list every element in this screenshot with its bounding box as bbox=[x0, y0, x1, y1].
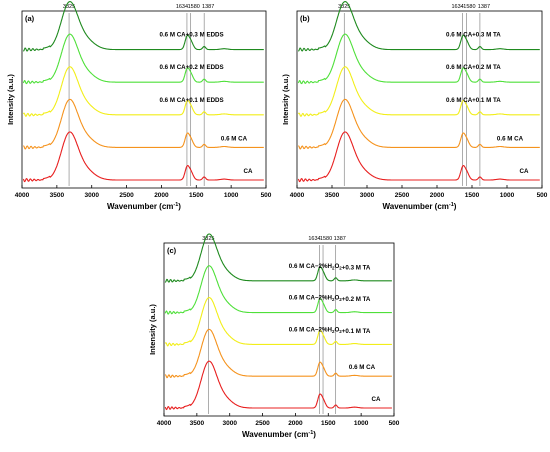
peak-label-3325: 3325 bbox=[338, 4, 350, 10]
y-axis-label: Intensity (a.u.) bbox=[6, 74, 15, 125]
peak-label-1634: 1634 bbox=[308, 236, 320, 242]
series-label-4: 0.6 M CA+0.2 M EDDS bbox=[160, 64, 224, 71]
x-tick-label: 2000 bbox=[288, 420, 303, 427]
series-label-5: 0.6 M CA+0.3 M TA bbox=[446, 32, 501, 39]
peak-label-1580: 1580 bbox=[320, 236, 332, 242]
x-tick-label: 4000 bbox=[15, 192, 30, 199]
x-tick-label: 1500 bbox=[465, 192, 480, 199]
x-tick-label: 2500 bbox=[255, 420, 270, 427]
series-label-4: 0.6 M CA+0.2 M TA bbox=[446, 64, 501, 71]
series-label-1: CA bbox=[244, 168, 253, 175]
series-label-4: 0.6 M CA−2%H2O2+0.2 M TA bbox=[289, 295, 371, 304]
series-label-2: 0.6 M CA bbox=[497, 135, 524, 142]
series-line-2 bbox=[297, 98, 540, 150]
x-tick-label: 1000 bbox=[354, 420, 369, 427]
x-tick-label: 3500 bbox=[325, 192, 340, 199]
series-line-1 bbox=[164, 360, 392, 411]
x-tick-label: 1500 bbox=[189, 192, 204, 199]
series-label-2: 0.6 M CA bbox=[221, 135, 248, 142]
series-line-5 bbox=[164, 233, 392, 283]
series-label-3: 0.6 M CA+0.1 M EDDS bbox=[160, 97, 224, 104]
series-label-3: 0.6 M CA−2%H2O2+0.1 M TA bbox=[289, 326, 371, 335]
x-tick-label: 3000 bbox=[222, 420, 237, 427]
x-tick-label: 3000 bbox=[84, 192, 99, 199]
series-line-3 bbox=[22, 66, 264, 117]
plot-frame bbox=[296, 10, 543, 189]
x-tick-label: 4000 bbox=[290, 192, 305, 199]
x-tick-label: 2000 bbox=[154, 192, 169, 199]
series-line-4 bbox=[297, 33, 540, 85]
x-axis-label: Wavenumber (cm-1) bbox=[242, 430, 316, 439]
panel-label: (a) bbox=[25, 14, 35, 23]
series-line-2 bbox=[164, 328, 392, 379]
chart-panel-a: (a) 4000 3500 3000 2500 2000 1500 1000 500 Wavenu… bbox=[6, 1, 272, 211]
x-tick-label: 500 bbox=[261, 192, 272, 199]
peak-label-1580: 1580 bbox=[188, 4, 200, 10]
x-tick-label: 2000 bbox=[430, 192, 445, 199]
peak-label-1580: 1580 bbox=[463, 4, 475, 10]
series-label-1: CA bbox=[372, 396, 381, 403]
x-tick-label: 500 bbox=[389, 420, 400, 427]
series-label-2: 0.6 M CA bbox=[349, 364, 376, 371]
x-tick-label: 1500 bbox=[321, 420, 336, 427]
plot-frame bbox=[163, 242, 395, 417]
x-axis-label: Wavenumber (cm-1) bbox=[107, 202, 181, 211]
peak-label-1387: 1387 bbox=[202, 4, 214, 10]
x-tick-label: 1000 bbox=[500, 192, 515, 199]
series-line-3 bbox=[297, 66, 540, 117]
peak-label-1387: 1387 bbox=[334, 236, 346, 242]
panel-label: (b) bbox=[300, 14, 310, 23]
peak-label-3325: 3325 bbox=[63, 4, 75, 10]
series-line-5 bbox=[297, 1, 540, 52]
x-tick-label: 500 bbox=[537, 192, 548, 199]
x-tick-label: 4000 bbox=[157, 420, 172, 427]
peak-label-3325: 3325 bbox=[202, 236, 214, 242]
x-tick-label: 3500 bbox=[190, 420, 205, 427]
y-axis-label: Intensity (a.u.) bbox=[148, 304, 157, 355]
peak-label-1634: 1634 bbox=[176, 4, 188, 10]
series-line-4 bbox=[164, 265, 392, 315]
series-label-5: 0.6 M CA+0.3 M EDDS bbox=[160, 32, 224, 39]
panel-label: (c) bbox=[167, 246, 177, 255]
chart-panel-c: (c) 4000 3500 3000 2500 2000 1500 1000 500 Wavenu… bbox=[148, 233, 400, 439]
series-label-1: CA bbox=[520, 168, 529, 175]
series-line-4 bbox=[22, 33, 264, 85]
chart-panel-b: (b) 4000 3500 3000 2500 2000 1500 1000 500 Wavenu… bbox=[281, 1, 548, 211]
x-tick-label: 3500 bbox=[50, 192, 65, 199]
x-tick-label: 2500 bbox=[119, 192, 134, 199]
series-label-5: 0.6 M CA−2%H2O2+0.3 M TA bbox=[289, 263, 371, 272]
x-tick-label: 2500 bbox=[395, 192, 410, 199]
series-line-5 bbox=[22, 1, 264, 52]
x-tick-label: 1000 bbox=[224, 192, 239, 199]
series-line-1 bbox=[22, 131, 264, 183]
series-label-3: 0.6 M CA+0.1 M TA bbox=[446, 97, 501, 104]
plot-frame bbox=[21, 10, 267, 189]
y-axis-label: Intensity (a.u.) bbox=[281, 74, 290, 125]
x-tick-label: 3000 bbox=[360, 192, 375, 199]
x-axis-label: Wavenumber (cm-1) bbox=[383, 202, 457, 211]
series-line-2 bbox=[22, 98, 264, 150]
peak-label-1634: 1634 bbox=[451, 4, 463, 10]
peak-label-1387: 1387 bbox=[478, 4, 490, 10]
series-line-3 bbox=[164, 297, 392, 347]
series-line-1 bbox=[297, 131, 540, 183]
